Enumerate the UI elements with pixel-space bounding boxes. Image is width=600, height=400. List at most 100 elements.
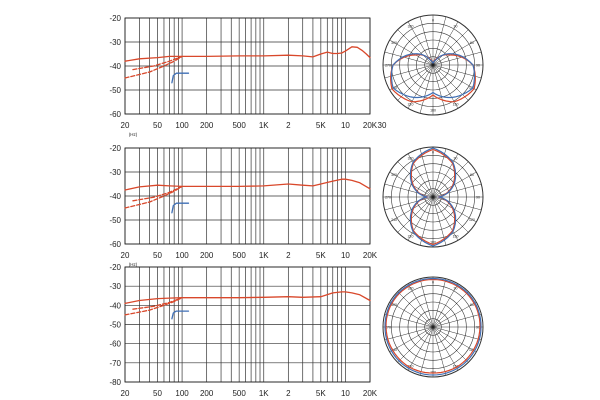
series-line-4 [171, 72, 190, 84]
polar-angle-label: 0 [432, 151, 434, 155]
polar-angle-label: 30 [454, 287, 458, 291]
polar-angle-label: 240 [391, 218, 397, 222]
plot-frame [124, 147, 371, 245]
polar-spoke [432, 301, 477, 328]
polar-spoke [397, 291, 434, 328]
polar-spoke [419, 148, 434, 198]
series-line-1 [124, 291, 371, 305]
series-line-1 [124, 178, 371, 191]
plot-frame [124, 17, 371, 115]
polar-center-dot [431, 325, 435, 329]
y-tick-label: -30 [109, 38, 121, 47]
polar-center-dot [431, 195, 435, 199]
polar-spoke [407, 326, 434, 371]
x-tick-label: 5K [316, 389, 326, 398]
polar-pattern-chart-2: 0 30 60 90 120 150 180 210 240 270 300 330 [382, 146, 484, 248]
polar-spoke [384, 196, 434, 211]
polar-spoke [419, 196, 434, 246]
polar-trace-2 [384, 277, 482, 376]
polar-trace-2 [409, 147, 457, 247]
x-tick-label: 50 [153, 389, 162, 398]
polar-angle-label: 30 [454, 25, 458, 29]
x-tick-label: 500 [232, 251, 246, 260]
polar-spoke [397, 326, 434, 363]
polar-center-dot [431, 63, 435, 67]
y-tick-label: -60 [109, 110, 121, 119]
polar-spoke [432, 283, 459, 328]
polar-angle-label: 300 [391, 303, 397, 307]
x-unit-label: (Hz) [129, 132, 138, 137]
polar-angle-label: 150 [453, 364, 459, 368]
polar-spoke [432, 196, 482, 211]
x-tick-label: 200 [200, 251, 214, 260]
x-tick-label: 50 [153, 251, 162, 260]
series-line-1 [124, 46, 371, 62]
polar-angle-label: 150 [453, 234, 459, 238]
x-tick-label: 20 [121, 389, 130, 398]
polar-spoke [432, 326, 477, 353]
polar-spoke [384, 183, 434, 198]
polar-angle-label: 210 [408, 234, 414, 238]
series-line-2 [124, 55, 183, 79]
polar-spoke [389, 326, 434, 353]
y-tick-label: -50 [109, 86, 121, 95]
polar-spoke [407, 64, 434, 109]
y-tick-label: -60 [109, 240, 121, 249]
polar-angle-label: 60 [470, 41, 474, 45]
polar-spoke [397, 161, 434, 198]
polar-angle-label: 90 [476, 326, 480, 330]
x-unit-label: (Hz) [129, 262, 138, 267]
polar-spoke [407, 283, 434, 328]
y-tick-label: -20 [109, 263, 121, 272]
series-line-3 [132, 55, 183, 71]
polar-spoke [432, 51, 482, 66]
polar-spoke [432, 313, 482, 328]
x-tick-label: 20K [363, 121, 378, 130]
polar-spoke [384, 326, 434, 341]
x-tick-label: 20K [363, 389, 378, 398]
polar-spoke [389, 64, 434, 91]
polar-angle-label: 30 [454, 157, 458, 161]
polar-spoke [384, 51, 434, 66]
series-line-4 [171, 310, 190, 320]
polar-spoke [432, 64, 477, 91]
polar-angle-label: 330 [408, 157, 414, 161]
polar-spoke [397, 196, 434, 233]
x-tick-label: 2 [286, 389, 291, 398]
x-tick-label: 200 [200, 121, 214, 130]
polar-angle-label: 270 [385, 64, 391, 68]
polar-spoke [432, 153, 459, 198]
polar-spoke [432, 196, 477, 223]
polar-spoke [432, 326, 447, 376]
polar-angle-label: 60 [470, 303, 474, 307]
polar-spoke [389, 171, 434, 198]
x-tick-label: 2 [286, 121, 291, 130]
y-tick-label: -30 [109, 168, 121, 177]
polar-angle-label: 90 [476, 196, 480, 200]
y-tick-label: -80 [109, 378, 121, 387]
polar-spoke [432, 326, 469, 363]
series-line-3 [132, 185, 183, 202]
polar-spoke [432, 326, 459, 371]
x-tick-label: 200 [200, 389, 214, 398]
x-tick-label: 1K [259, 389, 269, 398]
polar-spoke [432, 291, 469, 328]
plot-frame [124, 266, 371, 383]
polar-spoke [419, 278, 434, 328]
polar-angle-label: 270 [385, 326, 391, 330]
polar-spoke [432, 64, 482, 79]
polar-spoke [419, 64, 434, 114]
x-tick-label: 20 [121, 121, 130, 130]
x-tick-label: 5K [316, 251, 326, 260]
polar-spoke [432, 64, 459, 109]
polar-angle-label: 120 [469, 218, 475, 222]
polar-angle-label: 90 [476, 64, 480, 68]
polar-trace-1 [390, 54, 476, 103]
polar-angle-label: 180 [430, 109, 436, 113]
polar-spoke [432, 171, 477, 198]
